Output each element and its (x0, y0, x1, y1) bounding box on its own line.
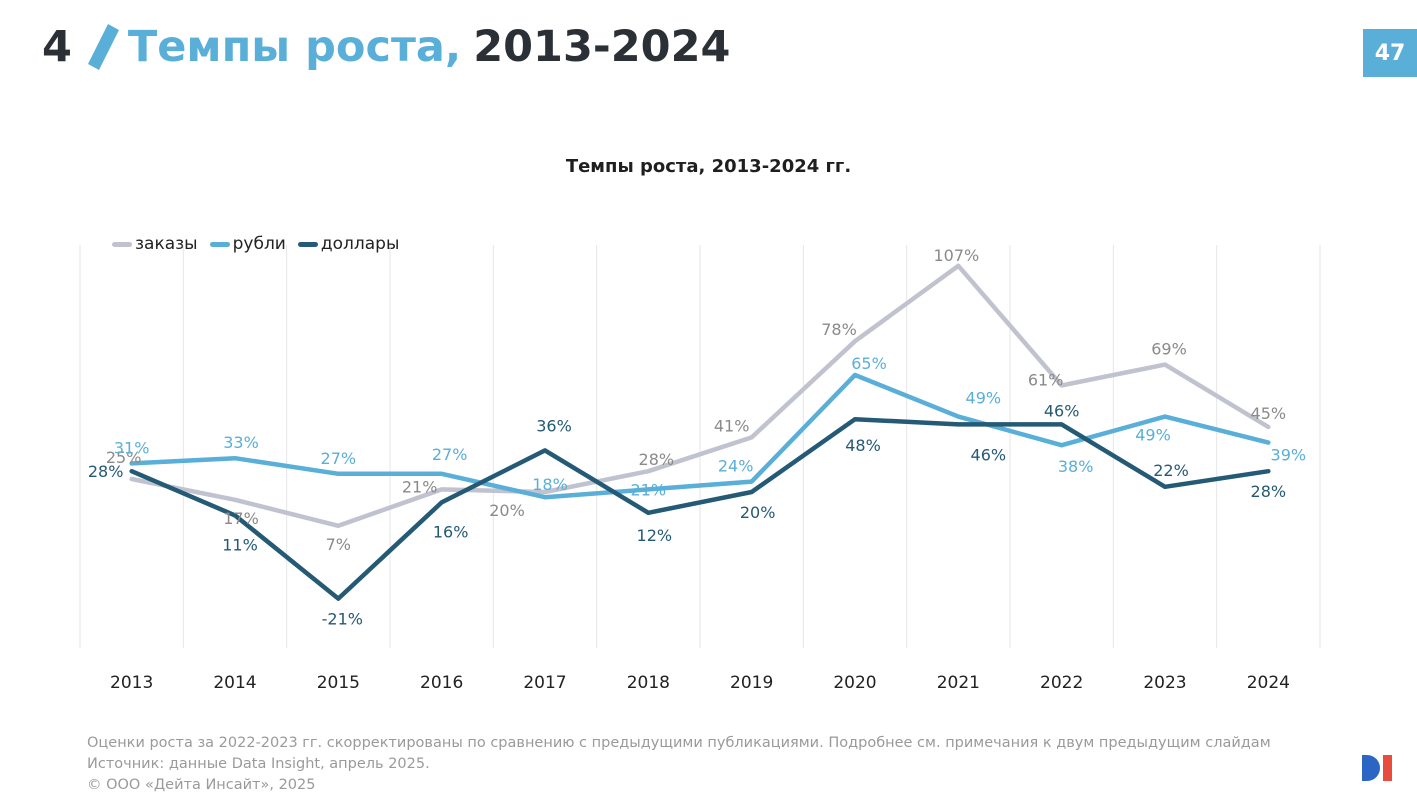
footer-copyright: © ООО «Дейта Инсайт», 2025 (87, 777, 316, 793)
x-tick-label: 2022 (1040, 673, 1083, 693)
rubles-data-label: 21% (631, 480, 667, 499)
logo-i-shape (1383, 755, 1392, 781)
rubles-data-label: 24% (718, 457, 754, 476)
dollars-series-line (129, 416, 1271, 601)
footer-notes: Оценки роста за 2022-2023 гг. скорректир… (87, 733, 1271, 796)
orders-data-label: 41% (714, 416, 750, 435)
orders-data-label: 78% (821, 320, 857, 339)
x-tick-label: 2021 (937, 673, 980, 693)
dollars-data-label: 20% (740, 503, 776, 522)
footer-source: Источник: данные Data Insight, апрель 20… (87, 756, 430, 772)
orders-series-line (129, 263, 1271, 529)
legend-item-orders: заказы (112, 234, 198, 254)
title-blue-part: Темпы роста, (127, 22, 462, 72)
rubles-data-label: 27% (432, 445, 468, 464)
orders-data-label: 17% (223, 509, 259, 528)
legend-label-rubles: рубли (232, 234, 286, 254)
dollars-data-label: 36% (536, 416, 572, 435)
legend-item-dollars: доллары (297, 234, 400, 254)
section-number: 4 (42, 22, 72, 72)
legend-swatch-rubles (209, 241, 230, 247)
orders-data-label: 7% (326, 535, 351, 554)
x-tick-label: 2019 (730, 673, 773, 693)
rubles-data-label: 18% (532, 475, 568, 494)
x-tick-label: 2024 (1247, 673, 1290, 693)
footer-note: Оценки роста за 2022-2023 гг. скорректир… (87, 735, 1271, 751)
logo-d-shape (1362, 755, 1380, 781)
x-tick-label: 2014 (213, 673, 256, 693)
dollars-data-label: -21% (322, 610, 363, 629)
dollars-data-label: 28% (1251, 482, 1287, 501)
title-years: 2013-2024 (473, 22, 731, 72)
rubles-data-label: 39% (1271, 446, 1307, 465)
growth-line-chart: 2013 2014 2015 2016 2017 2018 2019 2020 2021 2022… (79, 245, 1321, 693)
legend-swatch-dollars (297, 241, 318, 247)
legend-label-orders: заказы (135, 234, 198, 254)
chart-title: Темпы роста, 2013-2024 гг. (565, 156, 852, 177)
dollars-data-label: 11% (222, 535, 258, 554)
dollars-data-label: 12% (637, 526, 673, 545)
x-tick-label: 2016 (420, 673, 463, 693)
x-tick-label: 2015 (317, 673, 360, 693)
x-tick-label: 2013 (110, 673, 153, 693)
x-tick-label: 2023 (1143, 673, 1186, 693)
x-tick-label: 2020 (833, 673, 876, 693)
rubles-data-label: 33% (223, 433, 259, 452)
dollars-data-label: 46% (1044, 401, 1080, 420)
x-tick-label: 2017 (523, 673, 566, 693)
page-number-badge: 47 (1363, 29, 1417, 77)
orders-data-label: 69% (1151, 340, 1187, 359)
dollars-data-label: 48% (845, 436, 881, 455)
rubles-data-label: 49% (1135, 426, 1171, 445)
rubles-data-label: 49% (966, 389, 1002, 408)
slide-title: 4 Темпы роста, 2013-2024 (42, 22, 730, 72)
rubles-data-label: 38% (1058, 457, 1094, 476)
legend-item-rubles: рубли (209, 234, 286, 254)
data-insight-logo (1362, 755, 1392, 781)
legend-label-dollars: доллары (320, 234, 400, 254)
orders-data-label: 21% (402, 477, 438, 496)
rubles-series-line (129, 372, 1271, 500)
rubles-data-label: 31% (114, 438, 150, 457)
orders-data-label: 28% (639, 450, 675, 469)
slash-icon (87, 24, 119, 70)
legend-swatch-orders (112, 241, 132, 247)
orders-data-label: 45% (1251, 404, 1287, 423)
orders-data-label: 20% (489, 501, 525, 520)
rubles-data-label: 65% (851, 354, 887, 373)
orders-data-label: 61% (1028, 370, 1064, 389)
chart-legend: заказы рубли доллары (112, 234, 399, 254)
rubles-data-label: 27% (321, 449, 357, 468)
dollars-data-label: 16% (433, 522, 469, 541)
dollars-data-label: 22% (1153, 461, 1189, 480)
dollars-data-label: 46% (971, 445, 1007, 464)
orders-data-label: 25% (106, 448, 142, 467)
dollars-data-label: 28% (88, 462, 124, 481)
x-tick-label: 2018 (627, 673, 670, 693)
orders-data-label: 107% (933, 246, 979, 265)
